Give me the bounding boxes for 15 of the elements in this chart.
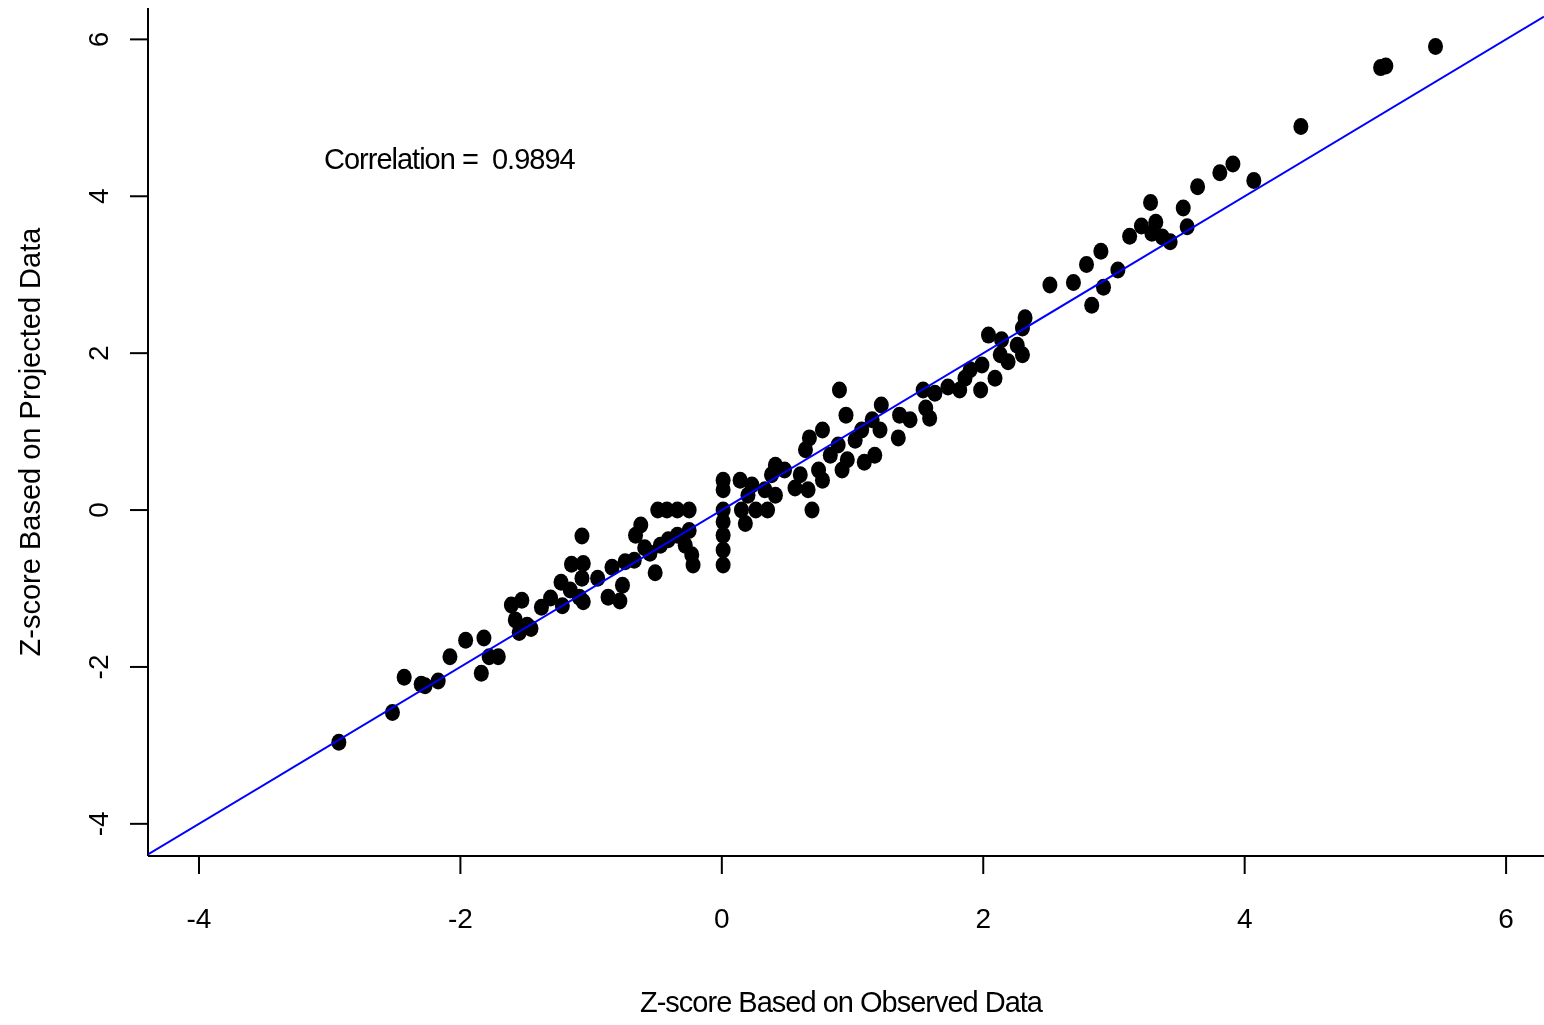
y-tick-label: -2: [83, 654, 114, 680]
x-tick-label: 0: [714, 903, 730, 934]
y-tick-label: 4: [83, 188, 114, 205]
x-tick-label: -2: [447, 903, 473, 934]
x-tick-label: 4: [1236, 903, 1253, 934]
x-axis-title: Z-score Based on Observed Data: [640, 986, 1044, 1018]
y-axis-title: Z-score Based on Projected Data: [14, 226, 46, 657]
annotation: Correlation = 0.9894: [324, 143, 575, 176]
y-tick-label: 6: [83, 31, 114, 48]
y-tick-label: -4: [83, 811, 114, 837]
x-tick-label: 2: [975, 903, 992, 934]
y-tick-label: 0: [83, 502, 114, 518]
x-tick-label: 6: [1498, 903, 1514, 934]
x-tick-label: -4: [186, 903, 212, 934]
y-tick-label: 2: [83, 345, 114, 361]
